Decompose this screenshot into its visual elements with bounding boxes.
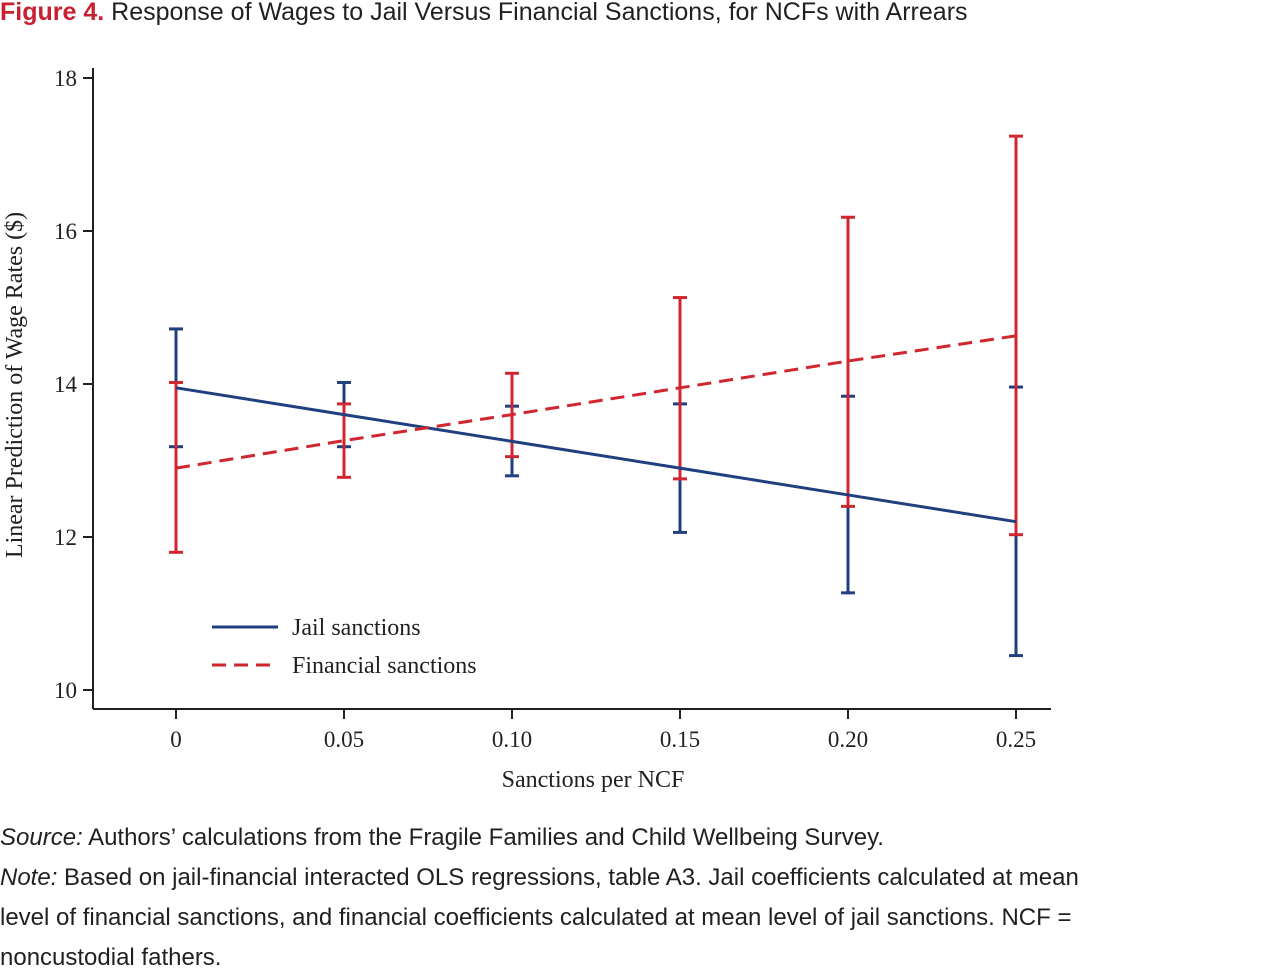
y-tick-label: 12 xyxy=(54,525,77,550)
figure-title-text: Response of Wages to Jail Versus Financi… xyxy=(111,0,968,26)
series-line-jail xyxy=(175,386,1017,524)
source-lead: Source: xyxy=(0,824,83,851)
x-tick-label: 0.25 xyxy=(996,727,1036,752)
y-tick-label: 18 xyxy=(54,66,77,91)
x-tick-label: 0.20 xyxy=(828,727,868,752)
error-bar-financial xyxy=(841,215,855,508)
x-axis-label: Sanctions per NCF xyxy=(502,767,685,793)
note-line-1: Note: Based on jail-financial interacted… xyxy=(0,858,1280,898)
x-tick-label: 0 xyxy=(170,727,182,752)
source-text: Authors’ calculations from the Fragile F… xyxy=(82,824,884,851)
axes: 10 12 14 16 18 0 0.05 0.10 0.15 0.20 0.25 xyxy=(54,66,1051,752)
y-tick-label: 10 xyxy=(54,678,77,703)
legend: Jail sanctions Financial sanctions xyxy=(212,615,477,679)
y-tick-label: 14 xyxy=(54,372,78,397)
figure-title: Figure 4. Response of Wages to Jail Vers… xyxy=(0,0,1280,30)
x-tick-label: 0.05 xyxy=(324,727,364,752)
error-bar-financial xyxy=(337,402,351,479)
source-note: Source: Authors’ calculations from the F… xyxy=(0,818,1280,858)
y-tick-label: 16 xyxy=(54,219,77,244)
legend-label-financial: Financial sanctions xyxy=(292,653,477,679)
chart: 10 12 14 16 18 0 0.05 0.10 0.15 0.20 0.25 Jail san… xyxy=(2,66,1051,793)
figure-label: Figure 4. xyxy=(0,0,105,26)
note-text-1: Based on jail-financial interacted OLS r… xyxy=(57,864,1079,891)
note-lead: Note: xyxy=(0,864,58,891)
note-line-3: noncustodial fathers. xyxy=(0,944,222,971)
series-line-financial xyxy=(175,334,1017,470)
error-bars xyxy=(169,134,1023,658)
note-line-2: level of financial sanctions, and financ… xyxy=(0,904,1072,931)
y-axis-label: Linear Prediction of Wage Rates ($) xyxy=(2,212,28,558)
x-tick-label: 0.10 xyxy=(492,727,532,752)
error-bar-financial xyxy=(1009,134,1023,537)
x-tick-label: 0.15 xyxy=(660,727,700,752)
legend-label-jail: Jail sanctions xyxy=(292,615,421,641)
series-lines xyxy=(175,334,1017,524)
